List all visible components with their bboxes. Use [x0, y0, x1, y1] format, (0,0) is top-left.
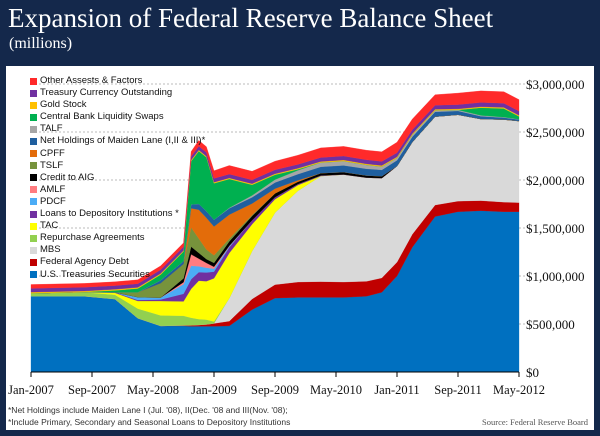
legend-label: TSLF — [40, 159, 64, 171]
source-note: Source: Federal Reserve Board — [482, 417, 588, 427]
legend-item: U.S. Treasuries Securities — [30, 269, 205, 281]
legend-swatch — [30, 77, 37, 85]
legend-label: CPFF — [40, 147, 65, 159]
legend-label: PDCF — [40, 195, 66, 207]
legend-item: Repurchase Agreements — [30, 232, 205, 244]
legend-item: TALF — [30, 123, 205, 135]
legend-item: CPFF — [30, 148, 205, 160]
legend-item: Treasury Currency Outstanding — [30, 87, 205, 99]
legend-swatch — [30, 113, 37, 121]
legend-item: Loans to Depository Institutions * — [30, 208, 205, 220]
legend-label: Loans to Depository Institutions * — [40, 208, 179, 220]
x-tick-label: Sep-2011 — [434, 383, 481, 397]
legend-label: Treasury Currency Outstanding — [40, 87, 173, 99]
legend-swatch — [30, 162, 37, 170]
legend-label: U.S. Treasuries Securities — [40, 268, 150, 280]
legend-item: Credit to AIG — [30, 172, 205, 184]
legend-label: MBS — [40, 244, 61, 256]
legend-label: Repurchase Agreements — [40, 232, 145, 244]
x-tick-label: Jan-2007 — [8, 383, 54, 397]
y-tick-label: $0 — [526, 365, 539, 380]
legend-swatch — [30, 222, 37, 230]
x-tick-label: May-2010 — [310, 383, 362, 397]
legend-item: Federal Agency Debt — [30, 256, 205, 268]
y-tick-label: $500,000 — [526, 317, 575, 332]
legend-label: AMLF — [40, 183, 66, 195]
footnote-2: *Include Primary, Secondary and Seasonal… — [8, 417, 291, 427]
legend-item: Other Assests & Factors — [30, 75, 205, 87]
legend-item: TAC — [30, 220, 205, 232]
legend-item: MBS — [30, 244, 205, 256]
legend-swatch — [30, 210, 37, 218]
legend-swatch — [30, 258, 37, 266]
legend-swatch — [30, 271, 37, 279]
legend-label: TALF — [40, 123, 63, 135]
legend-swatch — [30, 101, 37, 109]
legend: Other Assests & Factors Treasury Currency… — [30, 75, 205, 281]
legend-item: PDCF — [30, 196, 205, 208]
legend-swatch — [30, 150, 37, 158]
legend-swatch — [30, 174, 37, 182]
legend-label: Federal Agency Debt — [40, 256, 129, 268]
page-subtitle: (millions) — [9, 35, 73, 52]
legend-swatch — [30, 198, 37, 206]
legend-label: Central Bank Liquidity Swaps — [40, 111, 164, 123]
legend-label: Net Holdings of Maiden Lane (I,II & III)… — [40, 135, 206, 147]
y-tick-label: $1,000,000 — [526, 269, 585, 284]
x-tick-label: May-2012 — [493, 383, 545, 397]
legend-item: AMLF — [30, 184, 205, 196]
legend-label: Credit to AIG — [40, 171, 95, 183]
y-tick-label: $2,000,000 — [526, 173, 585, 188]
y-tick-label: $1,500,000 — [526, 221, 585, 236]
x-tick-label: May-2008 — [127, 383, 179, 397]
legend-label: Gold Stock — [40, 99, 87, 111]
legend-label: Other Assests & Factors — [40, 75, 143, 86]
y-tick-label: $3,000,000 — [526, 77, 585, 92]
legend-swatch — [30, 89, 37, 97]
y-tick-label: $2,500,000 — [526, 125, 585, 140]
legend-item: TSLF — [30, 160, 205, 172]
x-tick-label: Sep-2009 — [251, 383, 299, 397]
x-tick-label: Sep-2007 — [68, 383, 116, 397]
legend-item: Central Bank Liquidity Swaps — [30, 111, 205, 123]
legend-swatch — [30, 125, 37, 133]
legend-swatch — [30, 246, 37, 254]
page-title: Expansion of Federal Reserve Balance She… — [8, 3, 494, 33]
area-other-assests-factors — [30, 90, 520, 289]
legend-swatch — [30, 138, 37, 146]
legend-label: TAC — [40, 220, 59, 232]
x-tick-label: Jan-2011 — [374, 383, 419, 397]
legend-swatch — [30, 234, 37, 242]
footnote-1: *Net Holdings include Maiden Lane I (Jul… — [8, 405, 288, 415]
legend-item: Gold Stock — [30, 99, 205, 111]
x-tick-label: Jan-2009 — [191, 383, 237, 397]
legend-swatch — [30, 186, 37, 194]
legend-item: Net Holdings of Maiden Lane (I,II & III)… — [30, 135, 205, 147]
